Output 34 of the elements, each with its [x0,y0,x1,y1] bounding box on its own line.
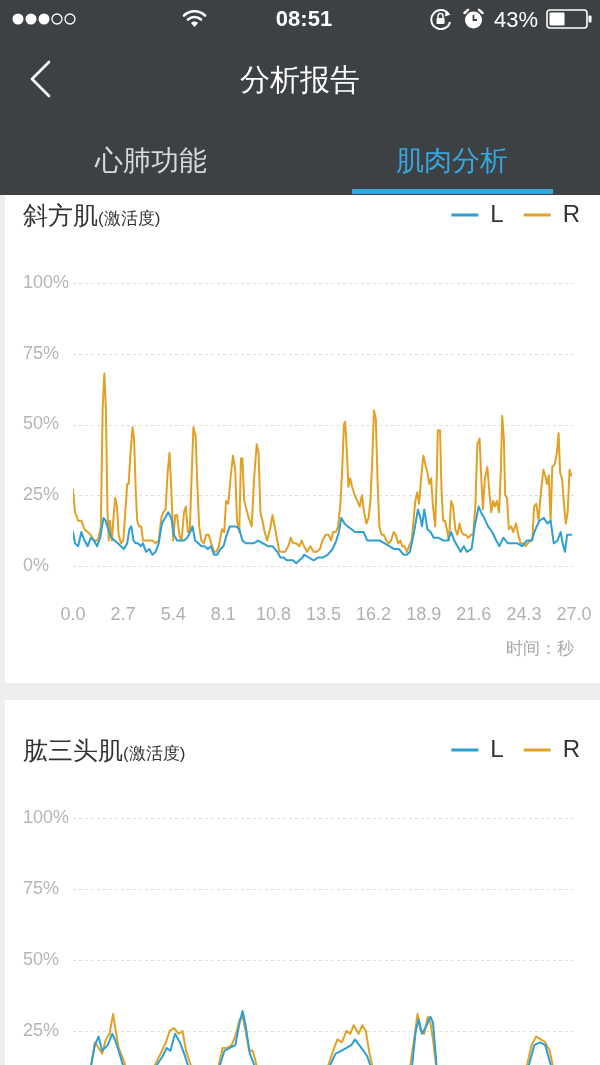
x-tick-label: 21.6 [456,603,492,624]
text: 肌肉分析 [396,145,508,178]
x-tick-label: 0.0 [60,603,86,624]
x-tick-label: 8.1 [210,603,236,624]
y-tick-label: 50% [23,413,60,434]
chart-subtitle: (激活度) [98,209,161,228]
y-tick-label: 75% [23,342,60,363]
text: 心肺功能 [95,145,207,178]
chart-title: 肱三头肌 [23,736,123,764]
x-tick-label: 10.8 [255,603,291,624]
chart-subtitle: (激活度) [123,744,186,763]
legend-label: L [490,199,504,227]
x-tick-label: 27.0 [556,603,592,624]
y-tick-label: 50% [23,948,60,969]
legend-label: R [562,199,581,227]
chart-title: 斜方肌 [23,201,98,229]
y-tick-label: 75% [23,877,60,898]
y-tick-label: 100% [23,806,70,827]
text: 43% [494,7,539,33]
y-tick-label: 25% [23,484,60,505]
x-tick-label: 2.7 [110,603,136,624]
x-axis-title: 时间：秒 [506,639,574,659]
y-tick-label: 100% [23,271,70,292]
x-tick-label: 13.5 [305,603,342,624]
text: 分析报告 [240,63,360,98]
text: 08:51 [275,6,333,32]
legend-label: R [562,734,581,762]
y-tick-label: 0% [23,554,50,575]
legend-label: L [490,734,504,762]
x-tick-label: 18.9 [406,603,442,624]
x-tick-label: 5.4 [160,603,186,624]
x-tick-label: 16.2 [356,603,392,624]
x-tick-label: 24.3 [506,603,542,624]
y-tick-label: 25% [23,1019,60,1040]
